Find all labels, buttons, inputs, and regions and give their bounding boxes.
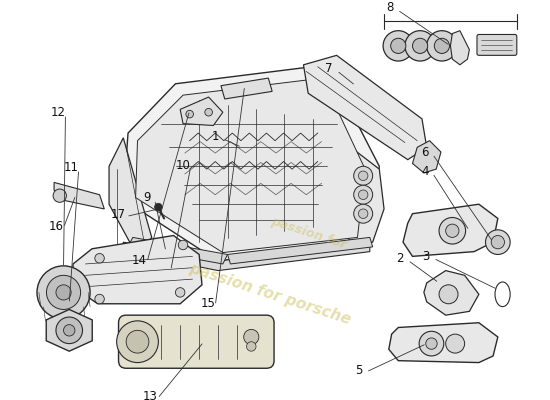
Circle shape (446, 224, 459, 238)
Text: 7: 7 (325, 62, 333, 75)
Circle shape (412, 38, 428, 54)
FancyBboxPatch shape (119, 315, 274, 368)
Circle shape (405, 31, 435, 61)
Polygon shape (109, 138, 152, 256)
Circle shape (56, 317, 82, 344)
Circle shape (354, 166, 373, 185)
Circle shape (186, 110, 194, 118)
Polygon shape (424, 270, 479, 315)
Circle shape (446, 334, 465, 353)
Text: 6: 6 (421, 146, 428, 158)
Circle shape (491, 236, 504, 249)
Circle shape (244, 329, 259, 344)
Circle shape (359, 190, 368, 200)
Text: 16: 16 (48, 220, 63, 232)
Text: 1: 1 (212, 130, 219, 143)
Polygon shape (228, 238, 373, 264)
Text: 15: 15 (200, 297, 215, 310)
Text: 10: 10 (175, 159, 190, 172)
Polygon shape (412, 141, 441, 173)
Polygon shape (304, 55, 427, 160)
Text: 17: 17 (111, 208, 126, 221)
Circle shape (95, 294, 104, 304)
Polygon shape (54, 182, 104, 209)
Text: 8: 8 (386, 2, 393, 14)
Circle shape (383, 31, 414, 61)
Circle shape (246, 342, 256, 351)
Text: 11: 11 (64, 161, 79, 174)
Circle shape (486, 230, 510, 254)
Circle shape (439, 218, 466, 244)
Circle shape (95, 254, 104, 263)
Circle shape (56, 285, 71, 300)
Text: passion for: passion for (269, 214, 348, 251)
Polygon shape (403, 204, 498, 256)
Circle shape (426, 338, 437, 349)
Circle shape (37, 266, 90, 319)
Circle shape (359, 171, 368, 180)
Polygon shape (123, 65, 380, 261)
Circle shape (419, 331, 444, 356)
Circle shape (354, 204, 373, 223)
Polygon shape (221, 78, 272, 99)
Circle shape (175, 288, 185, 297)
Text: 14: 14 (132, 254, 147, 267)
Text: 5: 5 (355, 364, 362, 377)
Circle shape (155, 203, 162, 211)
Polygon shape (180, 97, 223, 126)
Circle shape (205, 108, 212, 116)
Polygon shape (337, 147, 384, 242)
Circle shape (434, 38, 449, 54)
Text: 13: 13 (142, 390, 157, 400)
Polygon shape (73, 236, 202, 304)
Text: passion for porsche: passion for porsche (188, 261, 353, 328)
Polygon shape (46, 310, 92, 351)
Circle shape (390, 38, 406, 54)
Polygon shape (123, 242, 370, 270)
Circle shape (117, 321, 158, 362)
Polygon shape (136, 78, 365, 252)
Circle shape (359, 209, 368, 218)
Circle shape (439, 285, 458, 304)
Circle shape (178, 240, 188, 250)
Circle shape (64, 325, 75, 336)
Circle shape (354, 185, 373, 204)
FancyBboxPatch shape (477, 34, 517, 55)
Circle shape (427, 31, 457, 61)
Polygon shape (450, 31, 469, 65)
Circle shape (53, 189, 67, 202)
Text: 9: 9 (143, 191, 151, 204)
Text: 3: 3 (422, 250, 430, 263)
Circle shape (46, 275, 81, 310)
Text: 4: 4 (421, 164, 428, 178)
Text: 2: 2 (397, 252, 404, 265)
Polygon shape (128, 238, 228, 264)
Circle shape (126, 330, 149, 353)
Polygon shape (389, 323, 498, 362)
Text: 12: 12 (51, 106, 65, 119)
